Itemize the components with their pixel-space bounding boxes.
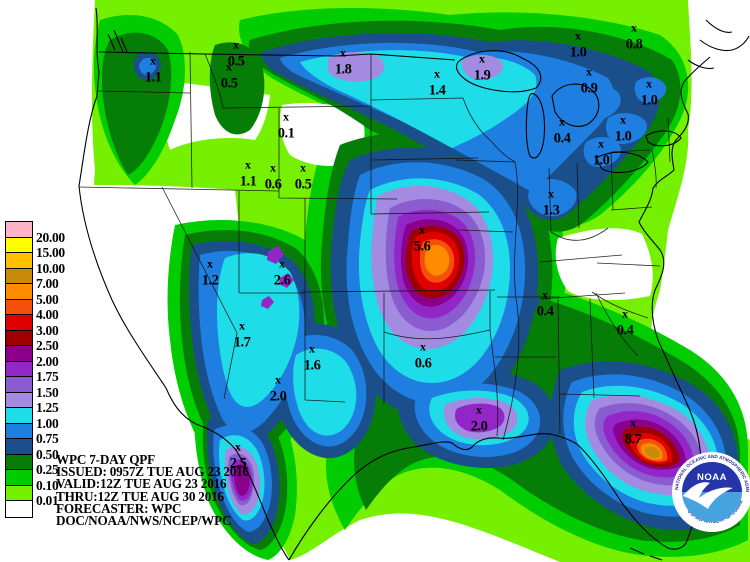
issued-time: ISSUED: 0957Z TUE AUG 23 2016 [56,464,249,480]
legend-value-label: 10.00 [36,260,65,276]
legend-entry: 0.01 [5,484,59,508]
noaa-wordmark: NOAA [697,472,727,483]
legend-entry: 4.00 [5,298,59,322]
noaa-logo: NATIONAL OCEANIC AND ATMOSPHERIC ADMINIS… [670,450,750,532]
legend-value-label: 7.00 [36,276,59,291]
legend-value-label: 4.00 [36,307,59,322]
product-info-block: WPC 7-DAY QPF ISSUED: 0957Z TUE AUG 23 2… [56,452,249,529]
legend-swatch [5,500,33,518]
legend-entry: 0.10 [5,469,59,493]
legend-entry: 10.00 [5,252,65,276]
legend-value-label: 1.00 [36,415,59,431]
legend-value-label: 3.00 [36,322,59,338]
legend-entry: 1.00 [5,407,59,431]
legend-entry: 0.50 [5,438,59,462]
legend-entry: 7.00 [5,267,59,291]
thru-time: THRU:12Z TUE AUG 30 2016 [56,488,224,504]
legend-value-label: 5.00 [36,291,59,307]
noaa-gull-icon [683,482,733,509]
product-title: WPC 7-DAY QPF [56,452,155,467]
legend-value-label: 0.25 [36,462,59,477]
legend-entry: 15.00 [5,236,65,260]
legend-value-label: 20.00 [36,229,65,245]
legend-entry: 3.00 [5,314,59,338]
legend-entry: 0.75 [5,422,59,446]
legend-value-label: 1.50 [36,384,59,400]
legend-entry: 2.00 [5,345,59,369]
legend-value-label: 1.75 [36,369,59,384]
forecaster-line: FORECASTER: WPC [56,500,182,516]
legend-value-label: 2.50 [36,338,59,353]
valid-time: VALID:12Z TUE AUG 23 2016 [56,476,227,492]
legend-entry: 1.25 [5,391,59,415]
state-borders [78,51,671,441]
legend-entry: 1.75 [5,360,59,384]
legend-entry [5,500,33,518]
legend-entry: 2.50 [5,329,59,353]
legend-entry: 20.00 [5,221,65,245]
legend-value-label: 0.50 [36,446,59,462]
legend-value-label: 0.75 [36,431,59,446]
legend-value-label: 1.25 [36,400,59,415]
legend-scale: 20.00 15.00 10.00 7.00 5.00 4.00 3.00 2.50 2.00 1… [5,221,95,518]
legend-value-label: 15.00 [36,245,65,260]
legend-value-label: 2.00 [36,353,59,369]
legend-entry: 5.00 [5,283,59,307]
legend-value-label: 0.01 [36,493,59,508]
legend-entry: 1.50 [5,376,59,400]
legend-value-label: 0.10 [36,477,59,493]
legend-entry: 0.25 [5,453,59,477]
agency-line: DOC/NOAA/NWS/NCEP/WPC [56,513,232,529]
